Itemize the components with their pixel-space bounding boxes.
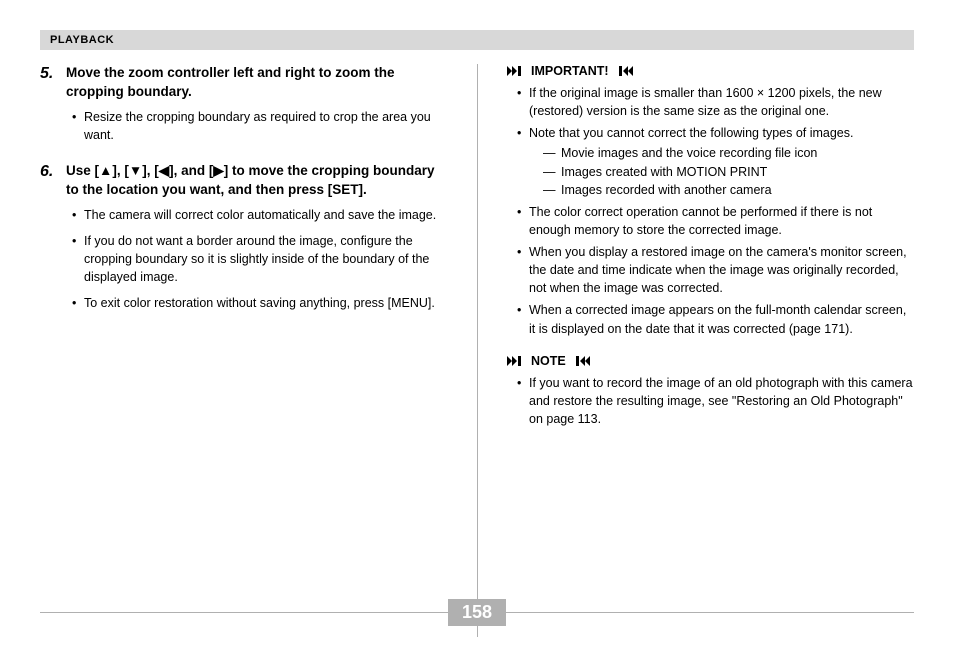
footer-rule-right (506, 612, 914, 613)
important-text: If the original image is smaller than 16… (529, 86, 882, 118)
important-bullets: If the original image is smaller than 16… (517, 84, 914, 338)
important-item: When a corrected image appears on the fu… (517, 301, 914, 337)
important-text: Note that you cannot correct the followi… (529, 126, 853, 140)
note-callout-header: NOTE (507, 354, 914, 368)
page-number: 158 (448, 599, 506, 626)
step-6: 6. Use [▲], [▼], [◀], and [▶] to move th… (40, 162, 447, 312)
content-columns: 5. Move the zoom controller left and rig… (40, 64, 914, 604)
step-number: 5. (40, 64, 58, 85)
page-footer: 158 (40, 599, 914, 626)
step-5: 5. Move the zoom controller left and rig… (40, 64, 447, 144)
step-bullets: The camera will correct color automatica… (72, 206, 447, 313)
step-bullet: If you do not want a border around the i… (72, 232, 447, 286)
important-item: When you display a restored image on the… (517, 243, 914, 297)
note-bullets: If you want to record the image of an ol… (517, 374, 914, 428)
important-callout-header: IMPORTANT! (507, 64, 914, 78)
important-item: If the original image is smaller than 16… (517, 84, 914, 120)
important-label: IMPORTANT! (531, 64, 609, 78)
decor-right-icon (507, 66, 525, 76)
step-bullet: The camera will correct color automatica… (72, 206, 447, 224)
step-number: 6. (40, 162, 58, 183)
step-bullet: To exit color restoration without saving… (72, 294, 447, 312)
note-item: If you want to record the image of an ol… (517, 374, 914, 428)
step-title: Move the zoom controller left and right … (66, 64, 447, 102)
step-bullet: Resize the cropping boundary as required… (72, 108, 447, 144)
important-subitem: Images recorded with another camera (543, 181, 914, 199)
footer-rule-left (40, 612, 448, 613)
right-column: IMPORTANT! If the original image is smal… (477, 64, 914, 604)
column-divider (477, 64, 478, 637)
important-item: Note that you cannot correct the followi… (517, 124, 914, 199)
step-title: Use [▲], [▼], [◀], and [▶] to move the c… (66, 162, 447, 200)
important-subitem: Images created with MOTION PRINT (543, 163, 914, 181)
section-header: PLAYBACK (40, 30, 914, 50)
note-label: NOTE (531, 354, 566, 368)
decor-right-icon (507, 356, 525, 366)
left-column: 5. Move the zoom controller left and rig… (40, 64, 477, 604)
important-subitem: Movie images and the voice recording fil… (543, 144, 914, 162)
important-sublist: Movie images and the voice recording fil… (543, 144, 914, 198)
document-page: PLAYBACK 5. Move the zoom controller lef… (0, 0, 954, 646)
important-item: The color correct operation cannot be pe… (517, 203, 914, 239)
decor-left-icon (572, 356, 590, 366)
step-bullets: Resize the cropping boundary as required… (72, 108, 447, 144)
section-title: PLAYBACK (50, 34, 114, 46)
decor-left-icon (615, 66, 633, 76)
